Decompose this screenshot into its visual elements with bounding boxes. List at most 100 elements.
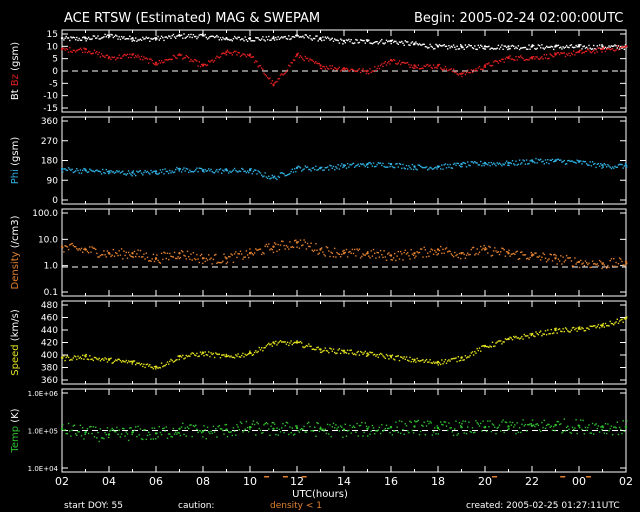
data-point bbox=[542, 58, 544, 60]
data-point bbox=[399, 356, 402, 358]
data-point bbox=[210, 257, 212, 259]
data-point bbox=[561, 48, 563, 50]
data-point bbox=[261, 38, 263, 40]
data-point bbox=[509, 255, 511, 257]
data-point bbox=[265, 243, 268, 246]
data-point bbox=[554, 53, 557, 56]
data-point bbox=[335, 256, 337, 258]
data-point bbox=[509, 421, 511, 423]
data-point bbox=[442, 248, 444, 251]
data-point bbox=[558, 328, 561, 330]
data-point bbox=[617, 164, 620, 166]
data-point bbox=[440, 245, 442, 248]
data-point bbox=[107, 170, 111, 173]
data-point bbox=[483, 426, 487, 429]
data-point bbox=[292, 342, 295, 344]
data-point bbox=[216, 436, 218, 438]
data-point bbox=[316, 346, 318, 349]
data-point bbox=[270, 177, 272, 179]
data-point bbox=[200, 432, 203, 434]
data-point bbox=[587, 327, 589, 329]
data-point bbox=[366, 39, 369, 43]
data-point bbox=[480, 422, 482, 425]
data-point bbox=[348, 166, 350, 168]
data-point bbox=[330, 165, 332, 167]
data-point bbox=[319, 64, 322, 67]
data-point bbox=[224, 168, 226, 170]
data-point bbox=[573, 428, 575, 431]
data-point bbox=[501, 44, 503, 46]
data-point bbox=[613, 324, 615, 326]
data-point bbox=[484, 246, 487, 249]
data-point bbox=[216, 169, 218, 171]
data-point bbox=[504, 338, 507, 340]
data-point bbox=[367, 166, 369, 168]
data-point bbox=[198, 355, 200, 357]
data-point bbox=[604, 46, 607, 49]
data-point bbox=[256, 421, 258, 424]
data-point bbox=[503, 431, 505, 434]
data-point bbox=[428, 255, 430, 257]
data-point bbox=[251, 253, 253, 255]
data-point bbox=[587, 48, 589, 50]
data-point bbox=[176, 57, 178, 59]
data-point bbox=[529, 423, 531, 425]
data-point bbox=[158, 261, 160, 263]
data-point bbox=[470, 161, 472, 163]
data-point bbox=[148, 172, 150, 174]
data-point bbox=[495, 165, 497, 167]
data-point bbox=[590, 432, 593, 434]
data-point bbox=[616, 265, 618, 268]
data-point bbox=[449, 68, 451, 71]
data-point bbox=[100, 437, 103, 439]
data-point bbox=[624, 45, 628, 48]
data-point bbox=[398, 60, 401, 62]
data-point bbox=[482, 345, 484, 347]
data-point bbox=[190, 171, 192, 173]
data-point bbox=[244, 170, 246, 172]
data-point bbox=[180, 356, 183, 358]
data-point bbox=[553, 426, 555, 428]
data-point bbox=[286, 341, 289, 343]
data-point bbox=[450, 68, 452, 70]
data-point bbox=[113, 360, 116, 362]
data-point bbox=[444, 65, 447, 68]
data-point bbox=[255, 169, 257, 171]
data-point bbox=[111, 254, 113, 256]
data-point bbox=[264, 245, 266, 247]
data-point bbox=[104, 431, 106, 434]
data-point bbox=[319, 348, 322, 351]
data-point bbox=[395, 163, 397, 165]
data-point bbox=[570, 52, 573, 54]
data-point bbox=[342, 166, 344, 169]
data-point bbox=[554, 52, 556, 54]
data-point bbox=[364, 350, 366, 353]
data-point bbox=[536, 423, 538, 425]
data-point bbox=[540, 47, 542, 49]
data-point bbox=[528, 424, 530, 426]
data-point bbox=[586, 327, 588, 329]
data-point bbox=[135, 363, 137, 366]
data-point bbox=[149, 260, 151, 262]
data-point bbox=[382, 355, 384, 357]
data-point bbox=[126, 362, 129, 364]
data-point bbox=[146, 37, 149, 39]
data-point bbox=[90, 52, 92, 55]
data-point bbox=[475, 48, 477, 50]
data-point bbox=[350, 252, 352, 254]
data-point bbox=[153, 170, 156, 172]
data-point bbox=[79, 424, 82, 426]
data-point bbox=[321, 247, 323, 249]
data-point bbox=[213, 356, 216, 359]
data-point bbox=[430, 422, 432, 424]
data-point bbox=[510, 58, 512, 60]
data-point bbox=[142, 174, 144, 176]
data-point bbox=[282, 172, 284, 174]
data-point bbox=[623, 430, 625, 433]
data-point bbox=[363, 431, 365, 434]
data-point bbox=[279, 244, 282, 246]
data-point bbox=[277, 342, 279, 344]
data-point bbox=[213, 172, 216, 174]
data-point bbox=[556, 158, 558, 161]
data-point bbox=[86, 250, 89, 253]
